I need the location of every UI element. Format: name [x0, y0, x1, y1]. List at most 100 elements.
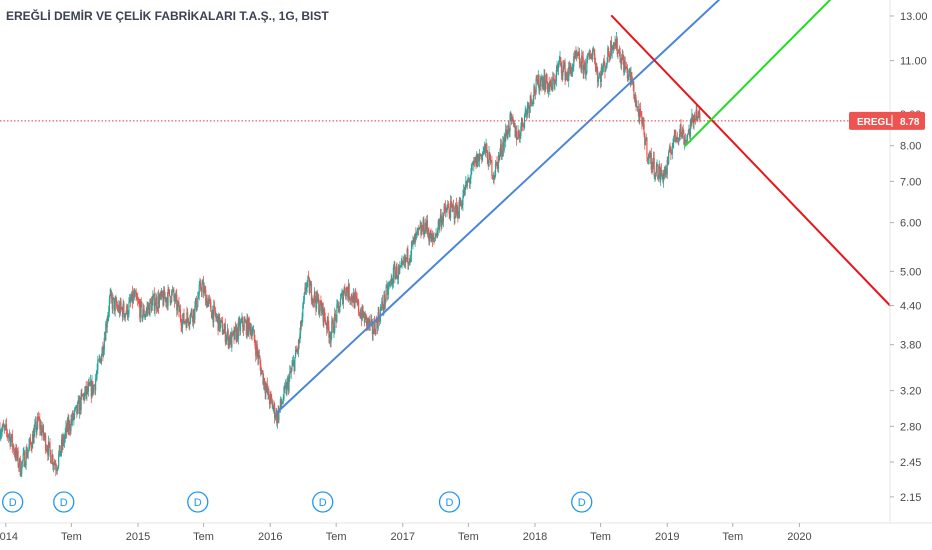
candle-body [542, 80, 544, 89]
candle-body [213, 305, 215, 323]
candle-body [148, 304, 150, 316]
candle [137, 292, 139, 307]
candle [694, 111, 696, 123]
dividend-circle[interactable] [571, 491, 593, 513]
candle [341, 288, 343, 296]
y-tick-label: 6.00 [900, 218, 921, 230]
candle-body [649, 153, 651, 158]
dividend-circle[interactable] [2, 491, 24, 513]
candle [289, 366, 292, 375]
candle [246, 313, 248, 340]
candle [502, 135, 504, 158]
candle [208, 294, 210, 305]
dividend-label[interactable]: D [578, 497, 586, 509]
candle-body [351, 294, 353, 300]
candle [464, 184, 466, 196]
dividend-marker[interactable]: D [53, 491, 75, 513]
dividend-marker[interactable]: D [312, 491, 334, 513]
candle-body [304, 287, 306, 294]
candle-body [341, 291, 343, 295]
dividend-circle[interactable] [53, 491, 75, 513]
candle [63, 434, 66, 448]
dividend-label[interactable]: D [319, 497, 327, 509]
candle [210, 310, 213, 319]
candle [158, 289, 160, 314]
dividend-marker[interactable]: D [2, 491, 24, 513]
candle-body [561, 73, 563, 76]
candle [250, 323, 252, 340]
candle-body [638, 112, 640, 121]
candle-body [549, 80, 552, 86]
candle [13, 443, 15, 456]
candle-body [674, 129, 676, 136]
candle-body [640, 111, 642, 117]
candle-body [296, 350, 298, 353]
candle-body [250, 329, 252, 334]
candle-body [407, 249, 409, 264]
candle-body [259, 358, 261, 365]
trend-line-green[interactable] [684, 0, 837, 147]
candle [182, 312, 184, 325]
candle-body [266, 384, 268, 387]
candle-body [635, 97, 637, 107]
candle-body [448, 207, 450, 214]
candle-body [181, 319, 184, 328]
candle [14, 447, 16, 461]
x-tick-label: Tem [61, 531, 82, 543]
candle-body [588, 52, 590, 58]
candle-body [106, 321, 108, 328]
candle-body [585, 72, 587, 75]
candle [68, 419, 71, 436]
candle [589, 50, 592, 59]
dividend-marker[interactable]: D [571, 491, 593, 513]
candle [209, 296, 211, 308]
dividend-label[interactable]: D [194, 497, 202, 509]
candle [441, 215, 443, 229]
candle-body [418, 227, 421, 230]
candle-body [93, 385, 95, 387]
dividend-label[interactable]: D [9, 497, 17, 509]
candle [615, 38, 617, 49]
candle-body [56, 468, 58, 471]
candle-body [510, 113, 512, 115]
candle [17, 446, 19, 469]
candle-body [555, 80, 557, 82]
candle [131, 291, 133, 302]
dividend-circle[interactable] [438, 491, 461, 513]
dividend-marker[interactable]: D [187, 491, 209, 513]
dividend-circle[interactable] [187, 491, 209, 513]
candle [208, 295, 210, 307]
candle [26, 447, 29, 459]
candle-body [691, 115, 693, 124]
candle [230, 332, 232, 348]
trend-lines[interactable] [276, 0, 891, 414]
trend-line-blue[interactable] [276, 0, 727, 414]
dividend-label[interactable]: D [446, 497, 454, 509]
candle [325, 320, 327, 326]
dividend-label[interactable]: D [60, 497, 68, 509]
candle-body [652, 162, 654, 167]
candle [425, 221, 427, 233]
candle-body [13, 445, 15, 453]
candle-body [212, 310, 214, 323]
time-axis[interactable]: 2014Tem2015Tem2016Tem2017Tem2018Tem2019T… [0, 523, 812, 543]
candle-body [124, 313, 126, 318]
candle [223, 323, 225, 334]
candle [108, 295, 110, 318]
candle [565, 71, 568, 81]
candle-body [699, 112, 701, 121]
candle-body [292, 360, 295, 363]
candle-body [2, 424, 4, 429]
candle [673, 135, 675, 149]
candle-body [273, 403, 275, 408]
trend-line-red[interactable] [610, 14, 891, 307]
candle [474, 156, 476, 164]
candle [180, 314, 182, 332]
candle-body [162, 296, 164, 306]
candle-body [15, 447, 17, 458]
candle [276, 410, 279, 429]
dividend-marker[interactable]: D [438, 491, 461, 513]
dividend-circle[interactable] [312, 491, 334, 513]
